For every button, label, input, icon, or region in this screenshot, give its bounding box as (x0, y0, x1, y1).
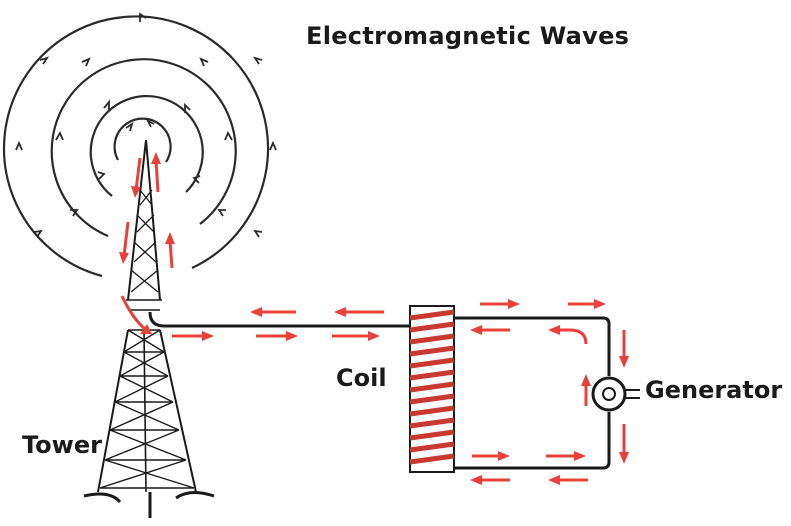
wave-ring-3 (50, 58, 237, 238)
wave-ring-1 (113, 117, 172, 163)
wave-mark (81, 57, 91, 67)
current-arrow (131, 157, 142, 198)
tower-center-post (143, 329, 147, 493)
wave-mark (125, 121, 134, 132)
wave-rings (2, 15, 270, 278)
wave-mark (252, 56, 263, 65)
wave-mark (33, 229, 43, 238)
wave-mark (145, 118, 155, 128)
coil-windings (409, 309, 455, 465)
current-arrow (332, 331, 380, 341)
current-arrow (581, 374, 591, 406)
feed-wire (148, 311, 412, 328)
current-arrow (151, 152, 161, 193)
wave-mark (39, 56, 50, 65)
wave-mark (224, 130, 233, 141)
wave-mark (55, 130, 64, 141)
ground-base (83, 491, 215, 518)
current-arrow (256, 331, 298, 341)
current-arrow (470, 325, 510, 335)
current-arrow (546, 451, 586, 461)
current-arrow (548, 475, 588, 485)
wave-direction-marks (15, 12, 277, 238)
wave-mark (70, 209, 79, 217)
tower-base (97, 329, 197, 493)
current-arrow (472, 451, 510, 461)
tower-mast (127, 139, 161, 301)
loop-bottom-wire (455, 412, 611, 470)
current-arrows (119, 152, 629, 485)
current-arrow (470, 475, 510, 485)
wave-mark (199, 57, 209, 67)
wave-mark (97, 171, 106, 180)
current-arrow (619, 424, 629, 464)
circuit-wire (148, 311, 611, 470)
generator-symbol (591, 376, 640, 412)
wave-mark (217, 209, 226, 217)
current-arrow (619, 330, 629, 368)
coil (409, 305, 455, 473)
wave-mark (103, 99, 110, 110)
antenna-tower (83, 139, 215, 518)
generator-label: Generator (645, 376, 783, 404)
current-arrow (548, 325, 588, 345)
wave-mark (192, 175, 201, 184)
generator-shaft (625, 389, 640, 399)
wave-mark (184, 102, 191, 113)
wave-ring-2 (89, 95, 204, 197)
wave-mark (253, 229, 263, 238)
generator-body (591, 376, 627, 412)
wave-mark (15, 140, 23, 151)
wave-ring-4 (2, 15, 270, 278)
wave-mark (139, 12, 147, 22)
current-arrow (334, 307, 384, 317)
current-arrow (172, 331, 214, 341)
current-arrow (250, 307, 296, 317)
current-arrow (165, 232, 175, 269)
loop-top-wire (455, 316, 611, 376)
wave-mark (269, 140, 277, 151)
coil-label: Coil (336, 364, 387, 392)
diagram-title: Electromagnetic Waves (306, 22, 630, 50)
current-arrow (568, 299, 606, 309)
current-arrow (480, 299, 520, 309)
generator-core (602, 387, 616, 401)
tower-mast-braces (130, 189, 159, 293)
tower-label: Tower (22, 431, 102, 459)
current-arrow (119, 221, 130, 264)
current-arrow (120, 295, 152, 334)
tower-insulator (126, 299, 162, 311)
